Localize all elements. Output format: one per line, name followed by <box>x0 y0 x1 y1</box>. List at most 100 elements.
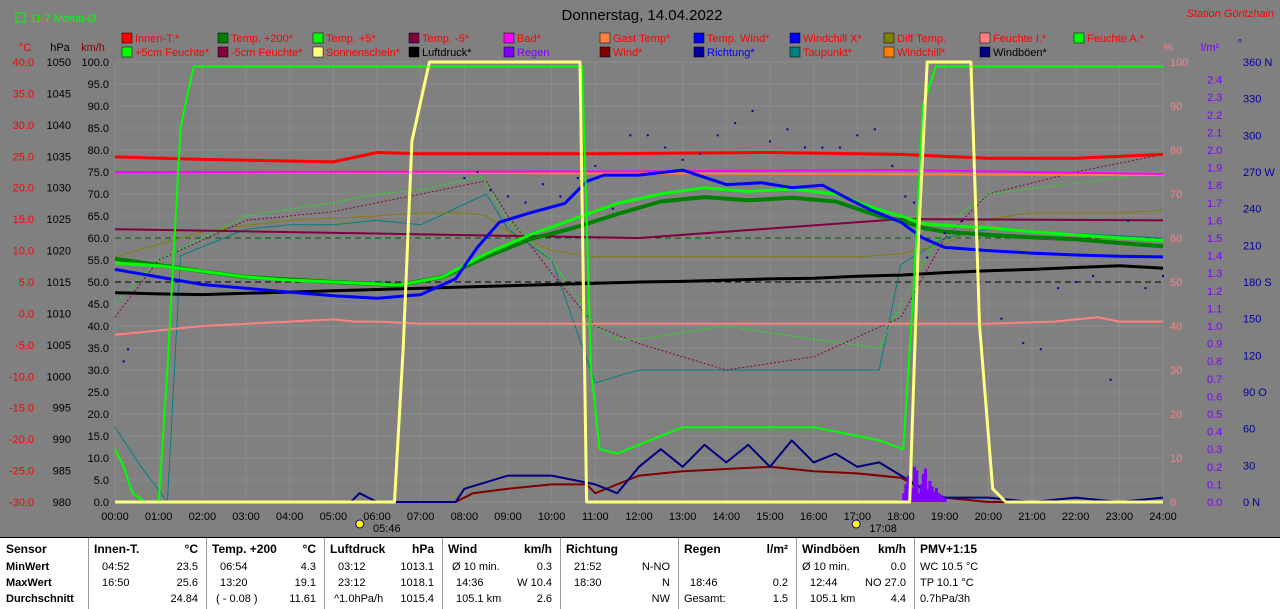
legend-label: Gast Temp* <box>613 33 671 45</box>
stats-boeen-min-label: Ø 10 min. <box>802 561 850 573</box>
time-tick-label: 23:00 <box>1106 511 1134 523</box>
pressure-tick-label: 1045 <box>47 88 71 100</box>
stats-regen-max-time: 18:46 <box>690 577 718 589</box>
direction-point <box>507 195 509 198</box>
rain-tick-label: 1.6 <box>1207 215 1222 227</box>
speed-tick-label: 70.0 <box>88 189 109 201</box>
stats-wind-unit: km/h <box>523 542 552 556</box>
stats-temp-max-time: 13:20 <box>220 577 248 589</box>
legend-swatch <box>979 32 991 44</box>
pressure-tick-label: 1025 <box>47 214 71 226</box>
direction-tick-label: 30 <box>1243 460 1255 472</box>
time-tick-label: 24:00 <box>1149 511 1177 523</box>
rain-tick-label: 2.4 <box>1207 75 1222 87</box>
direction-point <box>699 152 702 155</box>
stats-pmv-col: PMV+1:15 WC 10.5 °C TP 10.1 °C 0.7hPa/3h <box>920 538 1020 609</box>
humidity-tick-label: 20 <box>1170 409 1182 421</box>
direction-point <box>1022 342 1025 345</box>
temp-tick-label: 20.0 <box>13 183 34 195</box>
direction-point <box>786 128 789 131</box>
stats-innen-min-value: 23.5 <box>176 561 198 573</box>
stats-boeen-max-value: NO 27.0 <box>865 577 906 589</box>
direction-point <box>127 348 130 351</box>
direction-point <box>489 189 492 192</box>
legend-swatch <box>312 32 324 44</box>
temp-tick-label: 25.0 <box>13 151 34 163</box>
stats-separator <box>324 538 325 609</box>
direction-tick-label: 300 <box>1243 130 1261 142</box>
stats-pmv-dewpoint: TP 10.1 °C <box>920 577 974 589</box>
direction-point <box>873 128 876 131</box>
legend-swatch <box>693 46 705 58</box>
rain-bar <box>910 487 914 502</box>
speed-tick-label: 30.0 <box>88 365 109 377</box>
stats-separator <box>442 538 443 609</box>
temp-tick-label: 35.0 <box>13 88 34 100</box>
time-tick-label: 13:00 <box>669 511 697 523</box>
rain-bar <box>913 466 917 502</box>
stats-separator <box>560 538 561 609</box>
speed-tick-label: 10.0 <box>88 453 109 465</box>
month-avg-box <box>15 12 26 23</box>
time-tick-label: 20:00 <box>975 511 1003 523</box>
rain-tick-label: 2.1 <box>1207 127 1222 139</box>
rain-bar <box>921 473 925 502</box>
series-windb-en <box>115 439 1164 503</box>
direction-tick-label: 360 N <box>1243 57 1272 69</box>
legend-swatch <box>408 32 420 44</box>
rain-bar <box>941 496 945 502</box>
series-diff-temp <box>114 209 1164 258</box>
unit-percent: % <box>1163 42 1173 54</box>
stats-row-min: MinWert <box>6 561 50 573</box>
legend-label: +5cm Feuchte* <box>135 47 210 59</box>
pressure-tick-label: 1020 <box>47 246 71 258</box>
stats-luft-avg-value: 1015.4 <box>400 593 434 605</box>
legend-label: Richtung* <box>707 47 755 59</box>
stats-richtung-max-time: 18:30 <box>574 577 602 589</box>
time-tick-label: 19:00 <box>931 511 959 523</box>
series-temp-5 <box>114 218 1164 239</box>
axis-layer: 40.0 35.0 30.0 25.0 20.0 15.0 10.0 5.0 0.0 -5.0 -1… <box>9 57 1275 535</box>
legend-swatch <box>599 32 611 44</box>
rain-bar <box>930 486 934 502</box>
legend-label: Temp. +200* <box>231 33 294 45</box>
humidity-tick-label: 30 <box>1170 365 1182 377</box>
series-sonnenschein <box>115 60 1163 504</box>
direction-tick-label: 90 O <box>1243 387 1267 399</box>
direction-point <box>1074 281 1077 283</box>
stats-luft-min-value: 1013.1 <box>400 561 434 573</box>
stats-innen-max-time: 16:50 <box>102 577 130 589</box>
temp-tick-label: 10.0 <box>13 246 34 258</box>
humidity-tick-label: 10 <box>1170 453 1182 465</box>
direction-point <box>716 134 719 137</box>
stats-innen-max-value: 25.6 <box>176 577 198 589</box>
stats-temp-max-value: 19.1 <box>294 577 316 589</box>
time-tick-label: 02:00 <box>189 511 217 523</box>
legend-label: Taupunkt* <box>803 47 853 59</box>
time-tick-label: 05:00 <box>320 511 348 523</box>
direction-tick-label: 240 <box>1243 204 1261 216</box>
chart-title: Donnerstag, 14.04.2022 <box>562 7 723 24</box>
rain-tick-label: 1.4 <box>1207 251 1222 263</box>
stats-richtung-min-time: 21:52 <box>574 561 602 573</box>
legend: Innen-T.* Temp. +200* Temp. +5* Temp. -5* Ba… <box>121 32 1145 59</box>
legend-label: Innen-T.* <box>135 33 180 45</box>
stats-richtung-header: Richtung <box>566 542 618 556</box>
rain-tick-label: 1.0 <box>1207 321 1222 333</box>
time-tick-label: 16:00 <box>800 511 828 523</box>
rain-tick-label: 0.5 <box>1207 409 1222 421</box>
unit-temp: °C <box>19 42 31 54</box>
stats-luft-min-time: 03:12 <box>338 561 366 573</box>
humidity-tick-label: 0 <box>1170 497 1176 509</box>
direction-point <box>891 164 894 167</box>
stats-wind-min-label: Ø 10 min. <box>452 561 500 573</box>
time-tick-label: 10:00 <box>538 511 566 523</box>
direction-point <box>664 146 667 149</box>
stats-luft-col: Luftdruck hPa 03:12 1013.1 23:12 1018.1 … <box>330 538 438 609</box>
rain-bar <box>924 468 928 502</box>
rain-tick-label: 0.9 <box>1207 339 1222 351</box>
stats-luft-unit: hPa <box>411 542 434 556</box>
stats-regen-total-label: Gesamt: <box>684 593 726 605</box>
legend-label: Regen <box>517 47 549 59</box>
direction-point <box>1092 274 1095 277</box>
